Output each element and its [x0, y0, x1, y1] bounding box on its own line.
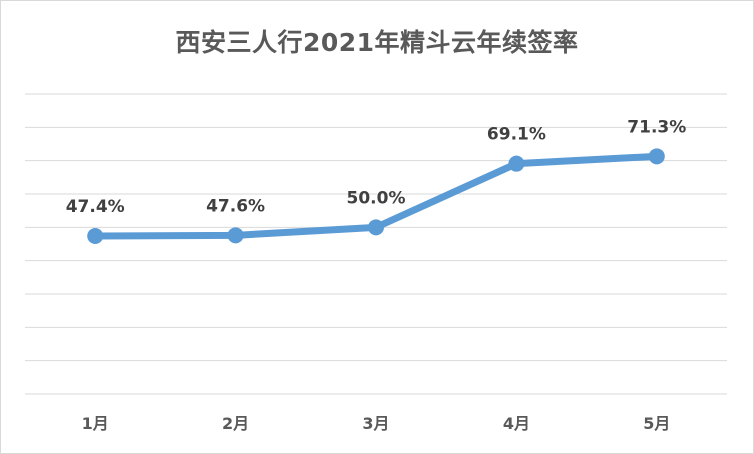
data-point — [227, 227, 244, 244]
data-point — [368, 219, 384, 236]
x-tick-label: 2月 — [222, 414, 249, 433]
chart-title: 西安三人行2021年精斗云年续签率 — [175, 28, 579, 57]
data-label: 69.1% — [487, 125, 546, 145]
x-axis-tick-labels: 1月 2月 3月 4月 5月 — [82, 414, 671, 433]
x-tick-label: 4月 — [503, 414, 530, 433]
data-label: 50.0% — [347, 188, 406, 208]
x-tick-label: 3月 — [362, 414, 389, 433]
data-label: 71.3% — [627, 117, 686, 137]
data-labels: 47.4% 47.6% 50.0% 69.1% 71.3% — [66, 117, 687, 217]
data-point — [508, 155, 525, 172]
data-point — [648, 148, 665, 165]
data-points — [87, 148, 665, 244]
gridlines — [25, 93, 727, 395]
data-label: 47.4% — [66, 197, 125, 217]
x-tick-label: 5月 — [643, 414, 670, 433]
x-tick-label: 1月 — [82, 414, 109, 433]
data-label: 47.6% — [206, 196, 265, 216]
data-point — [87, 228, 104, 244]
